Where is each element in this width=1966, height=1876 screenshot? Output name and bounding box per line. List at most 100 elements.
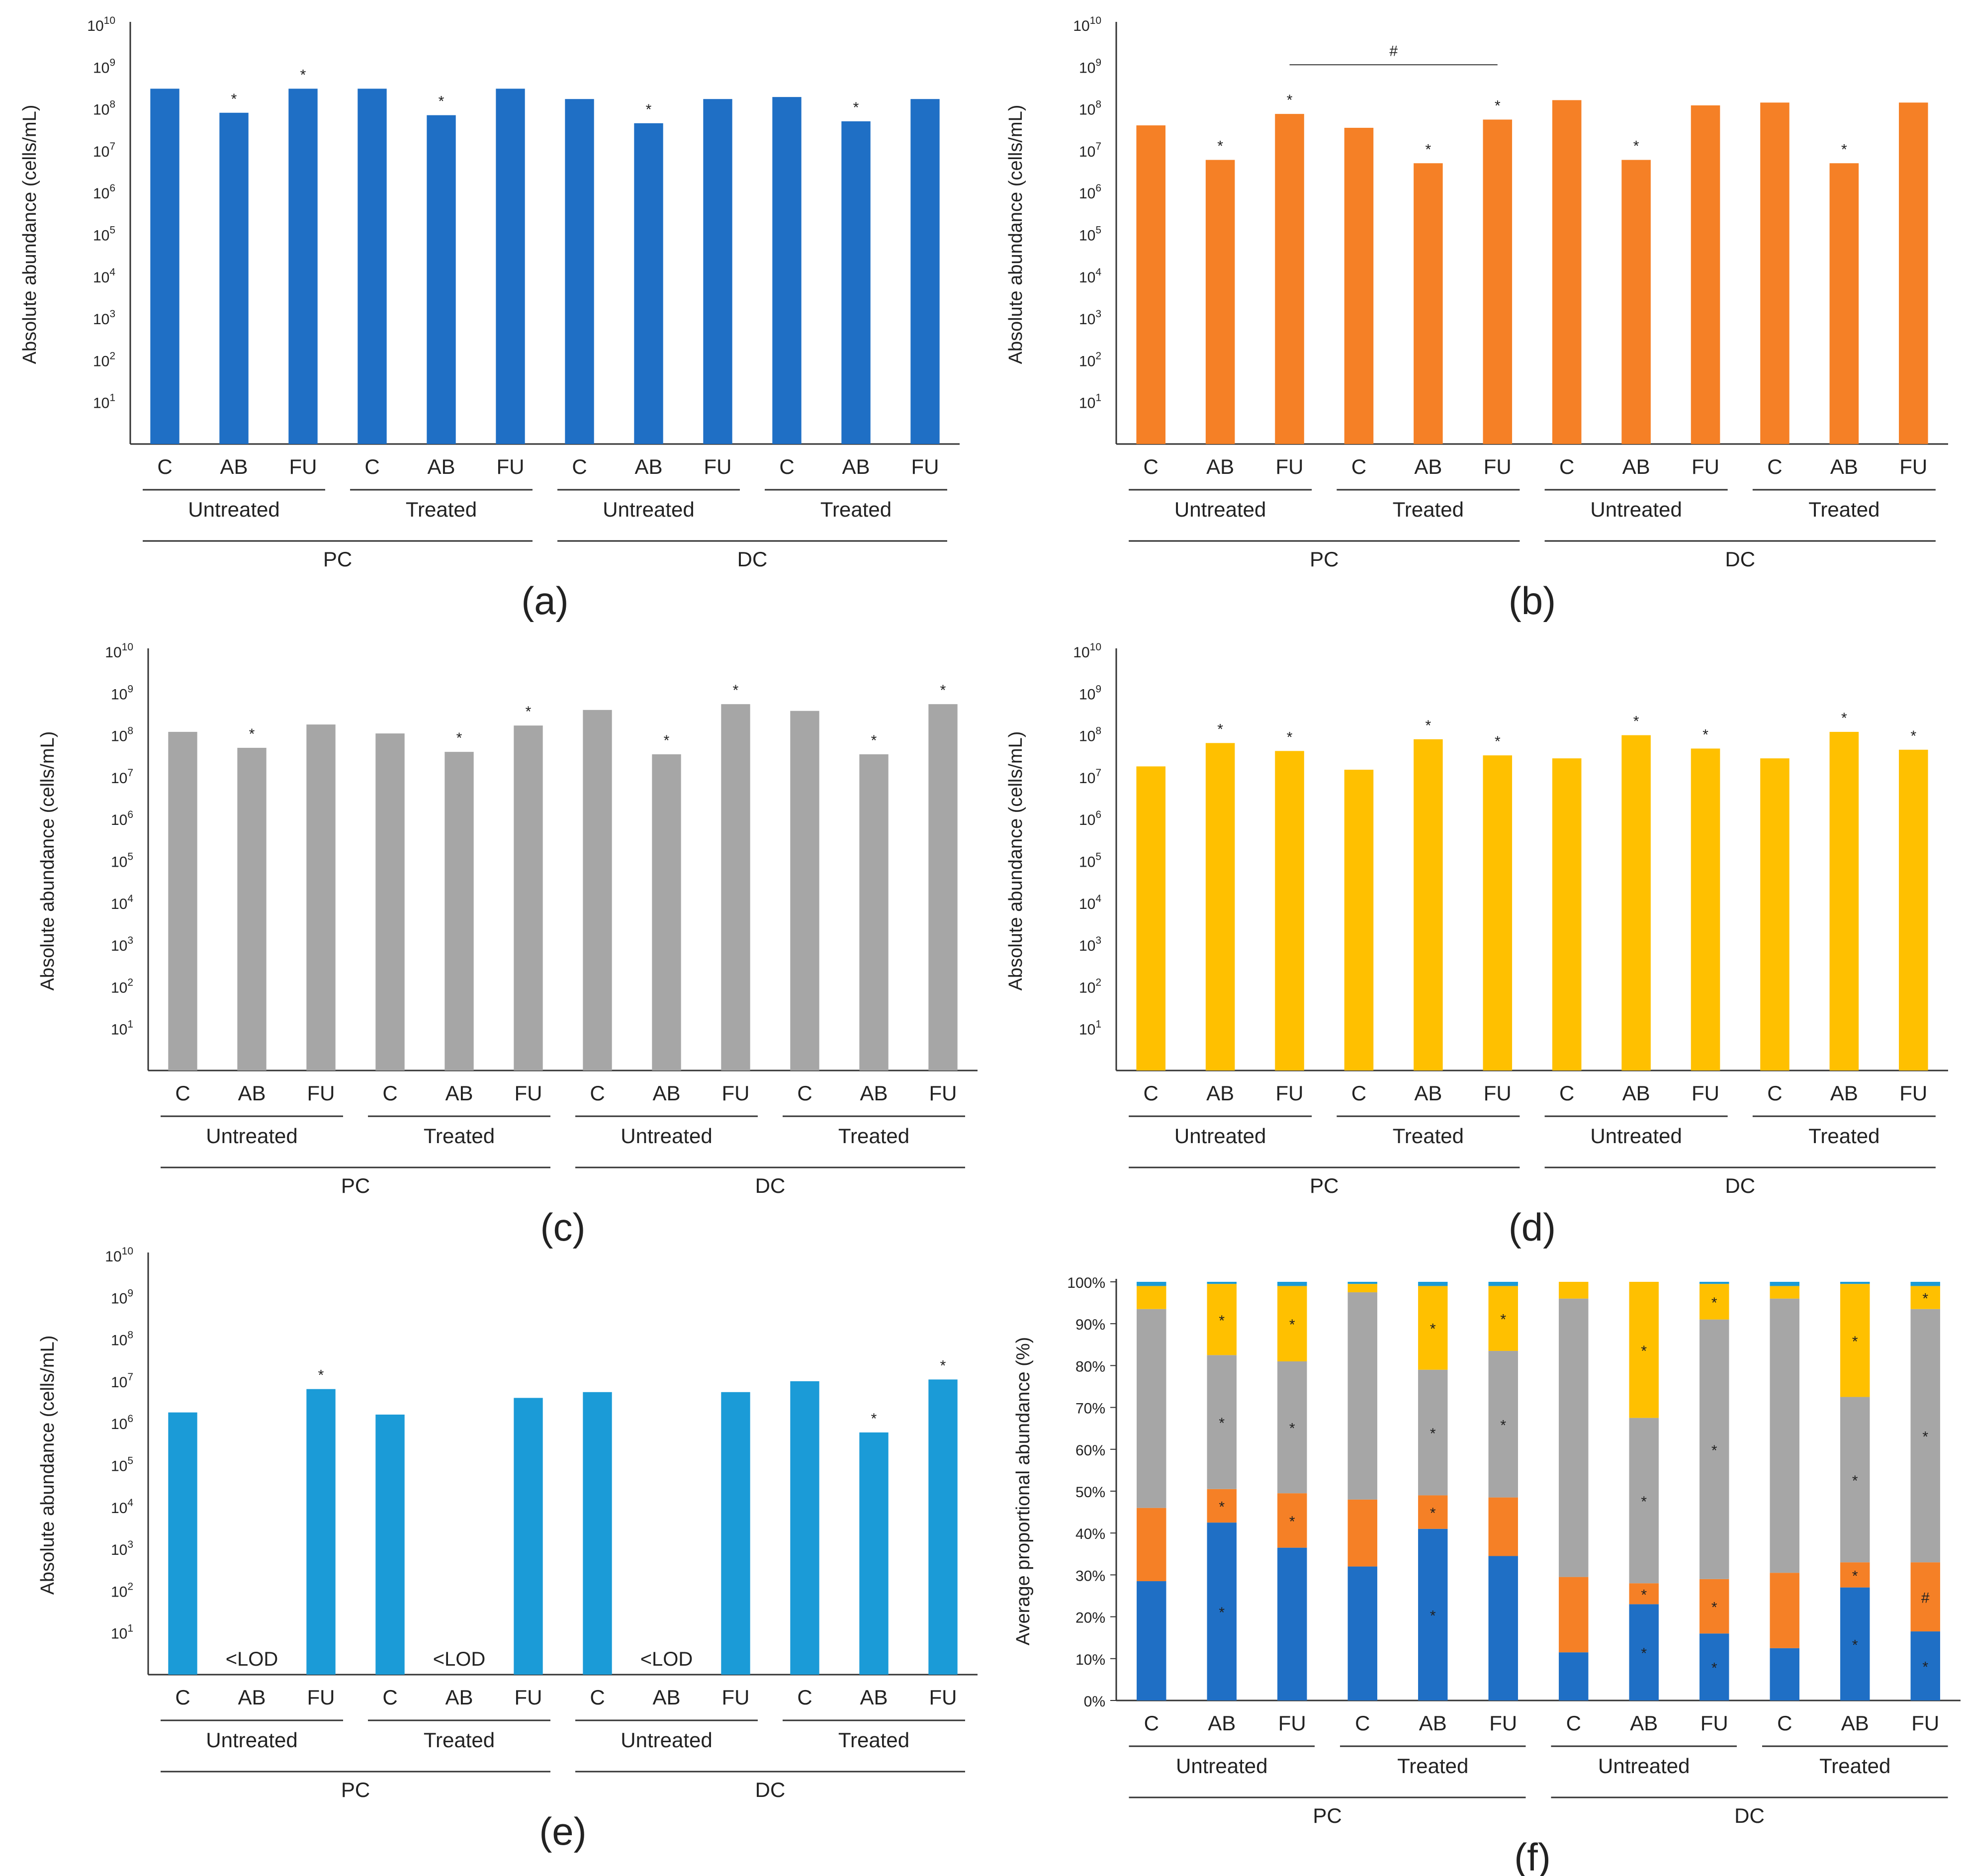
- treatment-group-label: Untreated: [1174, 1124, 1266, 1148]
- x-category-label: C: [1559, 455, 1574, 478]
- significance-mark: *: [1289, 1514, 1295, 1530]
- y-tick-base: 10: [105, 644, 121, 661]
- significance-mark: *: [526, 704, 532, 720]
- x-category-label: FU: [1899, 455, 1927, 478]
- bar: [375, 733, 405, 1071]
- x-category-label: FU: [1276, 1081, 1304, 1105]
- bar: [1205, 743, 1235, 1071]
- bar: [514, 725, 543, 1071]
- y-tick-exponent: 4: [1095, 267, 1101, 278]
- bar-segment: [1840, 1562, 1870, 1588]
- bar: [1829, 163, 1859, 444]
- y-tick-label: 104: [93, 267, 115, 286]
- bar: [859, 1432, 889, 1675]
- x-category-label: AB: [1830, 1081, 1858, 1105]
- y-tick-exponent: 4: [127, 1497, 133, 1509]
- y-tick-base: 10: [111, 938, 127, 954]
- significance-mark: #: [1921, 1590, 1930, 1607]
- y-tick-exponent: 7: [1095, 767, 1101, 779]
- y-tick-label: 109: [1079, 683, 1101, 703]
- bar-segment: [1770, 1282, 1799, 1286]
- bar: [652, 754, 681, 1071]
- treatment-group-label: Treated: [1397, 1754, 1468, 1778]
- bar: [1899, 749, 1928, 1071]
- section-label: DC: [755, 1174, 786, 1197]
- y-tick-exponent: 8: [109, 99, 115, 110]
- section-label: DC: [1725, 1174, 1755, 1197]
- y-tick-base: 10: [111, 728, 127, 745]
- bar: [1344, 770, 1374, 1071]
- section-label: DC: [755, 1778, 786, 1801]
- bar-segment: [1488, 1350, 1518, 1498]
- y-tick-label: 104: [111, 1497, 133, 1517]
- y-tick-label: 107: [111, 767, 133, 787]
- significance-mark: *: [1217, 138, 1223, 155]
- panel-label: (c): [540, 1205, 586, 1249]
- bar-segment: [1137, 1286, 1166, 1309]
- bar: [427, 115, 456, 445]
- bar: [1829, 731, 1859, 1071]
- x-category-label: C: [1351, 455, 1366, 478]
- bar-segment: [1347, 1292, 1377, 1500]
- bar: [1414, 739, 1443, 1071]
- bar-segment: [1207, 1284, 1237, 1355]
- x-category-label: AB: [445, 1081, 473, 1105]
- bar: [583, 710, 612, 1071]
- x-category-label: FU: [722, 1686, 750, 1709]
- treatment-group-label: Untreated: [621, 1124, 712, 1148]
- y-tick-label: 105: [1079, 225, 1101, 244]
- y-tick-exponent: 3: [1095, 308, 1101, 320]
- y-tick-exponent: 7: [127, 1371, 133, 1383]
- significance-mark: *: [646, 101, 652, 118]
- x-category-label: FU: [289, 455, 317, 478]
- bar: [841, 121, 871, 445]
- y-tick-exponent: 4: [127, 893, 133, 904]
- panel-label: (f): [1514, 1835, 1551, 1876]
- significance-mark: *: [871, 1411, 877, 1427]
- y-tick-exponent: 8: [127, 725, 133, 737]
- x-category-label: AB: [860, 1686, 888, 1709]
- y-tick-exponent: 6: [1095, 182, 1101, 194]
- y-tick-base: 10: [1079, 102, 1095, 118]
- panel-4: 1011021031041051061071081091010Absolute …: [1005, 641, 1948, 1249]
- bar-segment: [1418, 1528, 1448, 1700]
- bar: [1136, 125, 1165, 444]
- y-tick-exponent: 10: [104, 15, 115, 26]
- treatment-group-label: Treated: [820, 498, 892, 521]
- treatment-group-label: Untreated: [1176, 1754, 1267, 1778]
- significance-mark: *: [1641, 1343, 1647, 1359]
- y-tick-base: 10: [87, 18, 103, 34]
- bar: [306, 724, 336, 1071]
- x-category-label: AB: [1841, 1711, 1869, 1735]
- y-tick-exponent: 6: [127, 809, 133, 820]
- lod-label: <LOD: [226, 1648, 278, 1670]
- section-label: PC: [1310, 547, 1339, 571]
- significance-mark: *: [1289, 1421, 1295, 1437]
- bar: [1483, 755, 1513, 1071]
- y-tick-exponent: 3: [127, 1539, 133, 1550]
- x-category-label: FU: [1484, 455, 1512, 478]
- y-tick-base: 10: [111, 1022, 127, 1038]
- y-tick-exponent: 2: [109, 350, 115, 361]
- treatment-group-label: Treated: [1393, 1124, 1464, 1148]
- y-axis-title: Average proportional abundance (%): [1013, 1337, 1034, 1645]
- y-tick-exponent: 7: [109, 141, 115, 152]
- y-tick-exponent: 2: [1095, 350, 1101, 361]
- bar-segment: [1207, 1282, 1237, 1284]
- y-tick-base: 10: [111, 1626, 127, 1642]
- y-tick-base: 10: [111, 1542, 127, 1558]
- x-category-label: C: [590, 1686, 605, 1709]
- y-tick-exponent: 7: [127, 767, 133, 779]
- bar-segment: [1207, 1522, 1237, 1700]
- y-tick-exponent: 9: [127, 683, 133, 695]
- panel-label: (b): [1509, 579, 1556, 623]
- significance-mark: *: [1633, 714, 1639, 730]
- y-tick-base: 10: [111, 980, 127, 996]
- section-label: DC: [1734, 1804, 1765, 1827]
- x-category-label: FU: [929, 1081, 957, 1105]
- significance-mark: *: [1711, 1295, 1717, 1311]
- bar-segment: [1137, 1508, 1166, 1582]
- y-tick-exponent: 8: [127, 1330, 133, 1341]
- y-tick-base: 10: [1079, 812, 1095, 828]
